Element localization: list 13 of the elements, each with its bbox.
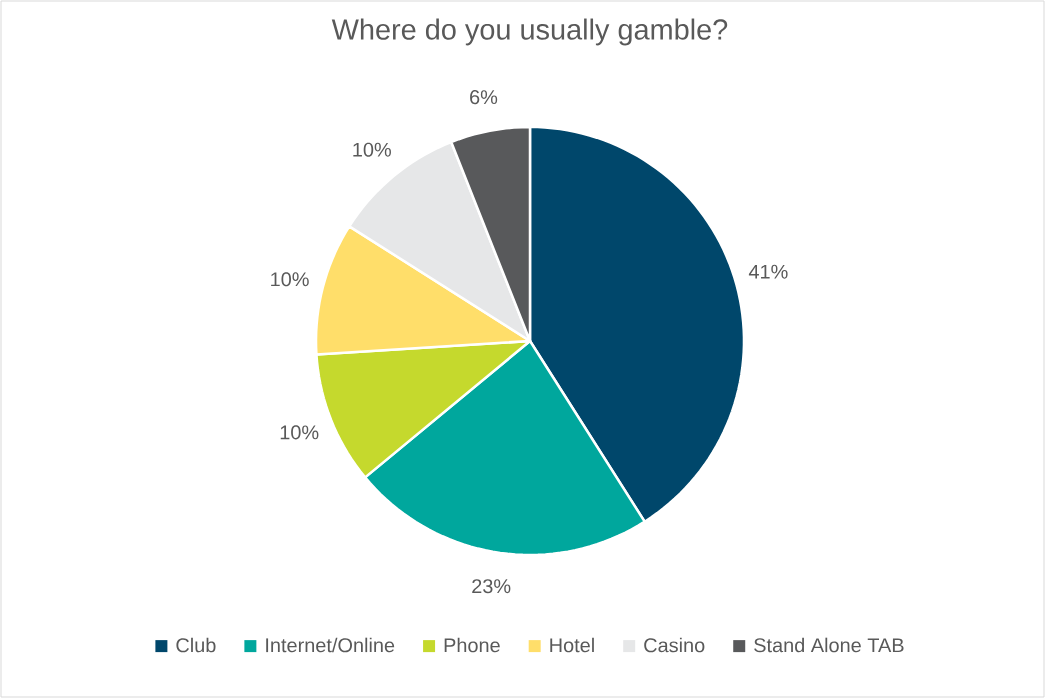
data-label: 10% [280,425,319,440]
data-label: 10% [353,142,391,157]
legend-label: Casino [644,637,705,653]
data-label: 23% [472,579,511,594]
legend-label: Club [176,637,216,653]
data-label: 6% [470,90,498,105]
legend-label: Internet/Online [266,637,395,653]
legend-label: Phone [444,637,500,653]
chart-title: Where do you usually gamble? [331,18,728,46]
data-label: 10% [271,272,309,287]
legend-label: Stand Alone TAB [754,637,904,653]
legend-label: Hotel [550,637,594,653]
data-label: 41% [748,264,788,279]
